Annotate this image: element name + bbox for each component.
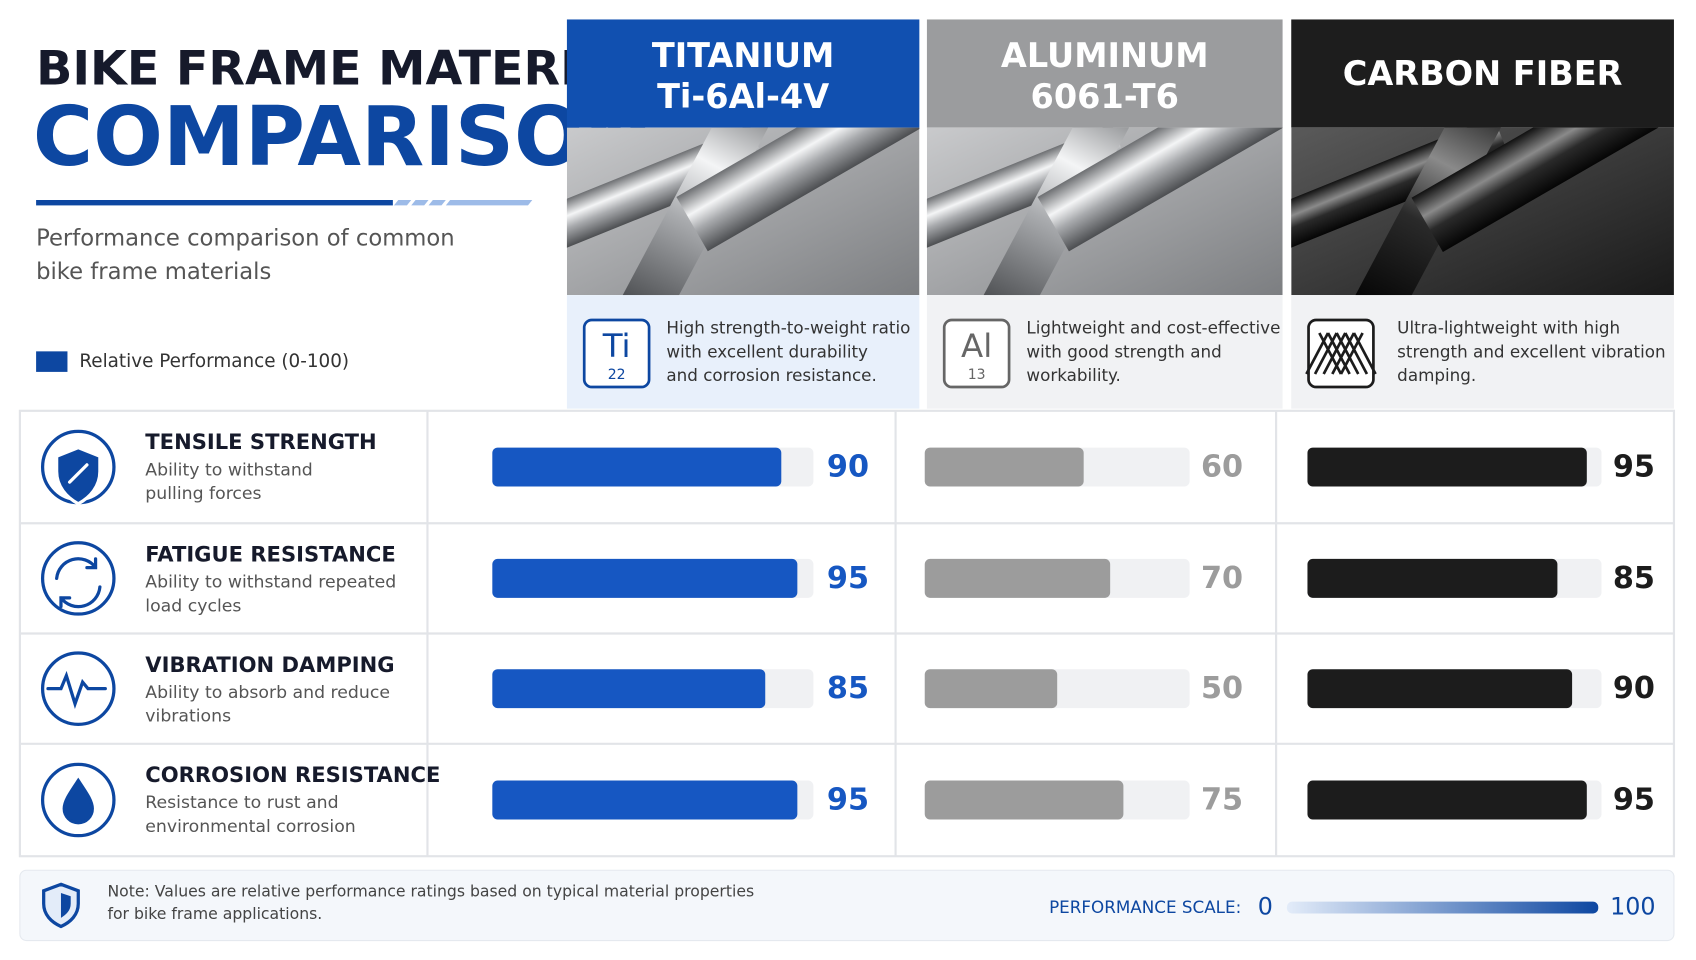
bar-value: 85 [1613,561,1655,596]
material-name: ALUMINUM [1001,36,1209,75]
metric-icon [40,541,116,616]
scale-tick-label: 0 [1258,893,1273,921]
bar [1307,780,1587,820]
bar [924,447,1084,487]
footer-box [19,869,1675,942]
bar-value: 70 [1201,561,1243,596]
element-number: 13 [968,367,986,383]
material-name: TITANIUM [652,36,835,75]
metric-name: FATIGUE RESISTANCE [145,542,395,567]
bar-value: 90 [827,450,869,485]
underline [36,200,393,206]
tube [1037,127,1283,252]
material-description: strength and excellent vibration [1397,341,1665,361]
column-header [566,19,920,128]
metric-description: Ability to absorb and reduce [145,683,390,703]
tube [676,127,920,252]
bar-value: 95 [827,783,869,818]
metric-icon [40,651,116,726]
material-grade: Ti-6Al-4V [657,77,829,116]
bar [492,447,782,487]
bar [492,669,766,709]
scale-bar [1286,901,1599,914]
metric-glyph [55,445,102,506]
material-description: damping. [1397,365,1476,385]
bar-value: 85 [827,671,869,706]
bar [492,780,798,820]
bar-value: 95 [827,561,869,596]
metric-name: VIBRATION DAMPING [145,652,394,677]
metric-glyph [46,670,107,709]
element-number: 22 [608,367,626,383]
title: COMPARISON [33,90,653,185]
photo [566,127,920,296]
metric-glyph [62,777,94,825]
scale-label: PERFORMANCE SCALE: [1049,897,1241,917]
material-grade: 6061-T6 [1031,77,1179,116]
footer-note: for bike frame applications. [107,904,322,923]
bar-value: 95 [1613,450,1655,485]
element-icon [942,318,1011,389]
shield-icon [60,892,71,918]
subtitle: Performance comparison of common [36,225,455,251]
bar-value: 75 [1201,783,1243,818]
material-description: with good strength and [1026,341,1221,361]
column-header [1291,19,1674,128]
column-header [926,19,1283,128]
material-description: Ultra-lightweight with high [1397,318,1620,338]
material-description: Lightweight and cost-effective [1026,318,1280,338]
bar-value: 95 [1613,783,1655,818]
bar-value: 60 [1201,450,1243,485]
bar [924,780,1124,820]
bar-value: 50 [1201,671,1243,706]
metric-description: environmental corrosion [145,817,355,837]
legend-label: Relative Performance (0-100) [79,351,349,372]
scale-tick-label: 100 [1610,893,1655,921]
metric-description: load cycles [145,596,241,616]
footer-note: Note: Values are relative performance ra… [107,881,754,900]
weave-icon [1305,332,1377,375]
metric-description: Ability to withstand [145,460,313,480]
bar [1307,669,1573,709]
element-symbol: Ti [602,327,631,365]
metric-name: TENSILE STRENGTH [145,429,376,454]
bar [492,558,798,598]
element-icon [582,318,651,389]
metric-description: vibrations [145,707,231,727]
bar [924,558,1111,598]
tube [1411,127,1674,252]
title: BIKE FRAME MATERIAL [36,41,645,96]
material-description: with excellent durability [666,341,868,361]
underline-dashes [393,200,533,206]
metric-description: pulling forces [145,484,261,504]
material-name: CARBON FIBER [1343,54,1623,93]
photo [926,127,1283,296]
material-description: and corrosion resistance. [666,365,876,385]
element-symbol: Al [961,327,992,365]
metric-name: CORROSION RESISTANCE [145,762,440,787]
metric-description: Resistance to rust and [145,793,338,813]
material-description: workability. [1026,365,1121,385]
subtitle: bike frame materials [36,259,271,285]
material-description: High strength-to-weight ratio [666,318,910,338]
bar [1307,558,1558,598]
legend-swatch [36,351,68,372]
bar [1307,447,1587,487]
bar [924,669,1058,709]
metric-glyph [55,557,102,609]
metric-description: Ability to withstand repeated [145,573,396,593]
photo [1291,127,1674,296]
bar-value: 90 [1613,671,1655,706]
